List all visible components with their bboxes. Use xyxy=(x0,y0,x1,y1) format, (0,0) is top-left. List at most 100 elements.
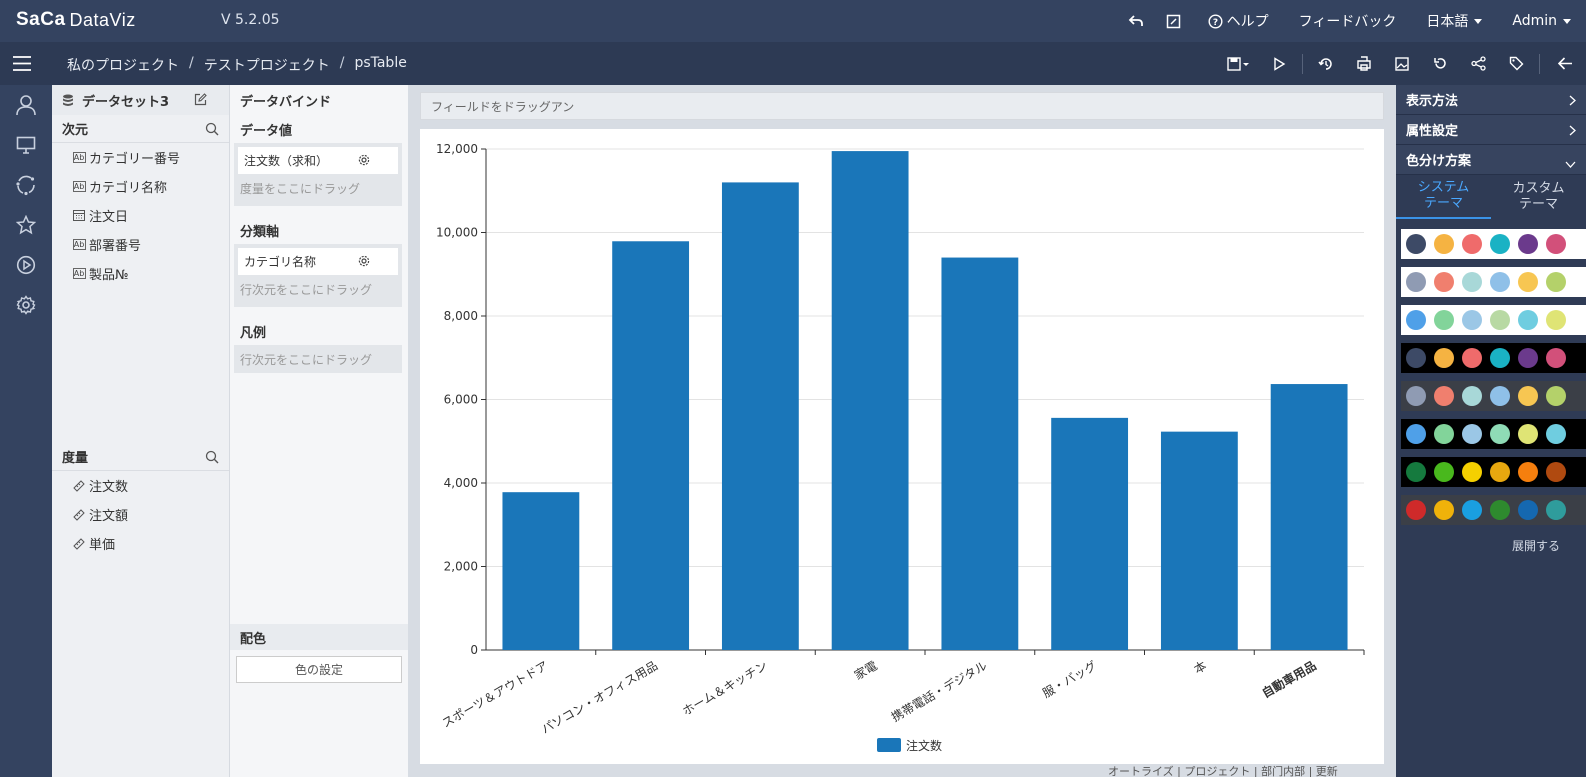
settings-gear-icon[interactable] xyxy=(0,285,52,325)
palette-swatch xyxy=(1490,272,1510,292)
logo-mark: SaCa xyxy=(16,9,66,30)
palette-row[interactable] xyxy=(1401,267,1586,297)
field-drag-bar[interactable]: フィールドをドラッグアン xyxy=(420,92,1384,120)
y-tick-label: 10,000 xyxy=(436,226,478,240)
palette-row[interactable] xyxy=(1401,495,1586,525)
palette-swatch xyxy=(1518,500,1538,520)
x-tick-label: 家電 xyxy=(851,658,879,683)
display-method-header[interactable]: 表示方法 xyxy=(1396,85,1586,115)
palette-row[interactable] xyxy=(1401,229,1586,259)
language-label: 日本語 xyxy=(1426,14,1469,30)
measure-item[interactable]: 注文数 xyxy=(52,471,229,500)
measure-label: 注文数 xyxy=(89,480,129,495)
gear-icon[interactable] xyxy=(358,154,370,169)
back-arrow-icon[interactable] xyxy=(1544,42,1586,85)
tab-custom-theme[interactable]: カスタム テーマ xyxy=(1491,175,1586,219)
x-tick-label: パソコン・オフィス用品 xyxy=(539,658,660,736)
share-icon[interactable] xyxy=(1459,42,1497,85)
palette-swatch xyxy=(1490,500,1510,520)
sub-bar: 私のプロジェクト / テストプロジェクト / psTable xyxy=(0,42,1586,85)
measure-section-header: 度量 xyxy=(52,443,229,471)
print-icon[interactable] xyxy=(1345,42,1383,85)
undo-icon[interactable] xyxy=(1117,0,1155,42)
breadcrumb-current: psTable xyxy=(354,55,407,71)
breadcrumb-item[interactable]: テストプロジェクト xyxy=(203,58,330,74)
color-section: 配色 色の設定 xyxy=(230,624,408,683)
axis-drop-zone[interactable]: カテゴリ名称 行次元をここにドラッグ xyxy=(234,244,402,307)
user-label: Admin xyxy=(1512,13,1557,29)
legend-drop-zone[interactable]: 行次元をここにドラッグ xyxy=(234,345,402,373)
palette-row[interactable] xyxy=(1401,381,1586,411)
palette-swatch xyxy=(1518,348,1538,368)
dimension-label: 製品№ xyxy=(89,268,129,283)
search-icon[interactable] xyxy=(205,122,219,140)
play-icon[interactable] xyxy=(1260,42,1298,85)
palette-swatch xyxy=(1434,462,1454,482)
feedback-link[interactable]: フィードバック xyxy=(1298,14,1397,30)
history-icon[interactable] xyxy=(1307,42,1345,85)
measure-label: 注文額 xyxy=(89,509,129,524)
tag-icon[interactable] xyxy=(1497,42,1535,85)
tab-system-theme[interactable]: システム テーマ xyxy=(1396,175,1491,219)
palette-row[interactable] xyxy=(1401,457,1586,487)
bind-panel-title: データバインド xyxy=(240,94,332,110)
ruler-icon xyxy=(72,479,86,492)
help-link[interactable]: ? ヘルプ xyxy=(1193,11,1284,31)
play-circle-icon[interactable] xyxy=(0,245,52,285)
palette-swatch xyxy=(1546,234,1566,254)
palette-swatch xyxy=(1462,424,1482,444)
palette-swatch xyxy=(1462,462,1482,482)
cycle-icon[interactable] xyxy=(0,165,52,205)
user-menu[interactable]: Admin xyxy=(1497,13,1586,29)
value-drop-zone[interactable]: 注文数（求和） 度量をここにドラッグ xyxy=(234,143,402,206)
property-settings-header[interactable]: 属性設定 xyxy=(1396,115,1586,145)
edit-window-icon[interactable] xyxy=(1155,0,1193,42)
value-section-title: データ値 xyxy=(240,123,293,139)
text-field-icon: Ab xyxy=(72,239,86,250)
color-settings-button[interactable]: 色の設定 xyxy=(236,656,402,683)
x-tick-label: 自動車用品 xyxy=(1259,658,1318,701)
dimension-item[interactable]: Ab 製品№ xyxy=(52,259,229,288)
save-icon[interactable] xyxy=(1216,42,1260,85)
palette-swatch xyxy=(1518,424,1538,444)
search-icon[interactable] xyxy=(205,450,219,468)
image-icon[interactable] xyxy=(1383,42,1421,85)
value-field-chip[interactable]: 注文数（求和） xyxy=(238,147,398,174)
app-logo[interactable]: SaCa DataViz xyxy=(16,9,136,31)
palette-row[interactable] xyxy=(1401,419,1586,449)
gear-icon[interactable] xyxy=(358,255,370,270)
measure-item[interactable]: 単価 xyxy=(52,529,229,558)
color-scheme-header[interactable]: 色分け方案 xyxy=(1396,145,1586,175)
chevron-down-icon xyxy=(1474,18,1483,24)
edit-icon[interactable] xyxy=(194,93,207,110)
y-tick-label: 2,000 xyxy=(444,560,478,574)
expand-link[interactable]: 展開する xyxy=(1511,539,1560,553)
axis-field-chip[interactable]: カテゴリ名称 xyxy=(238,248,398,275)
dimension-item[interactable]: Ab カテゴリー番号 xyxy=(52,143,229,172)
right-settings-panel: 表示方法 属性設定 色分け方案 システム テーマ カスタム テーマ 展開する xyxy=(1396,85,1586,777)
dimension-item[interactable]: Ab 部署番号 xyxy=(52,230,229,259)
menu-icon[interactable] xyxy=(12,55,32,76)
palette-swatch xyxy=(1434,386,1454,406)
logo-product: DataViz xyxy=(69,9,136,30)
x-tick-label: ホーム＆キッチン xyxy=(680,658,770,718)
monitor-icon[interactable] xyxy=(0,125,52,165)
dimension-item[interactable]: 注文日 xyxy=(52,201,229,230)
palette-list xyxy=(1396,229,1586,525)
dataset-name: データセット3 xyxy=(82,94,170,110)
breadcrumb-item[interactable]: 私のプロジェクト xyxy=(67,58,179,74)
dimension-item[interactable]: Ab カテゴリ名称 xyxy=(52,172,229,201)
chart-card: 0 2,000 4,000 6,000 8,000 10,000 12,000 スポーツ＆アウ… xyxy=(420,129,1384,764)
palette-swatch xyxy=(1546,386,1566,406)
refresh-icon[interactable] xyxy=(1421,42,1459,85)
language-dropdown[interactable]: 日本語 xyxy=(1411,11,1497,31)
palette-row[interactable] xyxy=(1401,343,1586,373)
user-icon[interactable] xyxy=(0,85,52,125)
palette-row[interactable] xyxy=(1401,305,1586,335)
measure-item[interactable]: 注文額 xyxy=(52,500,229,529)
bar xyxy=(1051,417,1129,650)
text-field-icon: Ab xyxy=(72,181,86,192)
top-bar: SaCa DataViz V 5.2.05 ? ヘルプ フィードバック 日本語 … xyxy=(0,0,1586,42)
palette-swatch xyxy=(1546,462,1566,482)
star-icon[interactable] xyxy=(0,205,52,245)
